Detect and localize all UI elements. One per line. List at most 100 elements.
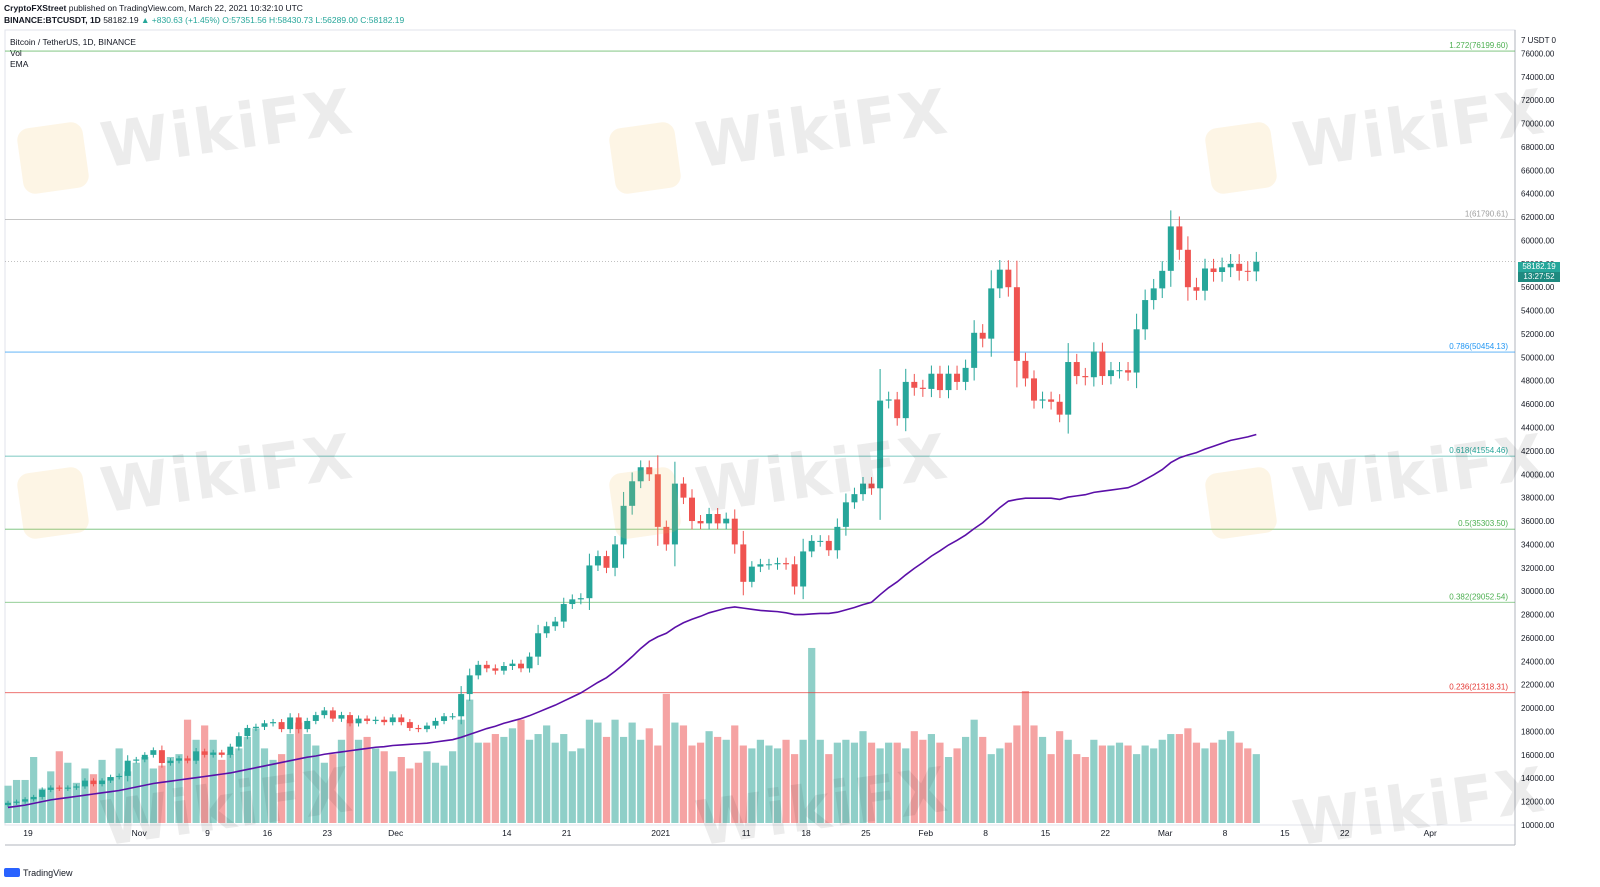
candle-body [39, 789, 46, 797]
volume-bar [867, 742, 876, 823]
volume-bar [1098, 745, 1106, 823]
candle-body [235, 736, 242, 747]
candle-body [1176, 226, 1183, 250]
volume-bar [303, 734, 311, 823]
volume-bar [671, 722, 679, 823]
y-tick-label: 30000.00 [1521, 587, 1555, 596]
volume-bar [1167, 734, 1175, 823]
candle-body [1227, 263, 1234, 268]
candle-body [201, 751, 208, 755]
watermark-logo-icon [607, 120, 683, 196]
legend-title[interactable]: Bitcoin / TetherUS, 1D, BINANCE [10, 37, 136, 47]
volume-bar [166, 757, 175, 823]
volume-bar [560, 734, 568, 823]
y-tick-label: 24000.00 [1521, 657, 1555, 666]
volume-bar [679, 725, 688, 823]
candle-body [936, 373, 943, 391]
volume-bar [1090, 739, 1098, 823]
candle-body [372, 719, 379, 721]
x-tick-label: 21 [562, 828, 572, 838]
author[interactable]: CryptoFXStreet [4, 3, 67, 13]
candle-body [526, 656, 533, 669]
tradingview-logo[interactable]: TradingView [4, 868, 73, 878]
volume-bar [1201, 748, 1209, 823]
candle-body [954, 373, 961, 382]
close: C:58182.19 [360, 15, 405, 25]
candle-body [483, 664, 490, 669]
volume-bar [107, 777, 115, 823]
candle-body [817, 540, 824, 542]
volume-bar [773, 748, 782, 823]
volume-bar [457, 719, 465, 823]
candle-body [765, 564, 772, 566]
volume-bar [1184, 728, 1192, 823]
x-tick-label: Apr [1424, 828, 1437, 838]
y-tick-label: 16000.00 [1521, 751, 1555, 760]
y-tick-label: 60000.00 [1521, 236, 1555, 245]
candle-body [1039, 399, 1046, 401]
fib-label: 0.618(41554.46) [1449, 446, 1508, 455]
fib-label: 0.5(35303.50) [1458, 519, 1508, 528]
candle-body [620, 505, 627, 545]
candle-body [877, 400, 884, 489]
legend-ema[interactable]: EMA [10, 59, 29, 69]
change: ▲ +830.63 (+1.45%) [141, 15, 220, 25]
candle-body [646, 467, 653, 475]
volume-bar [218, 759, 226, 823]
y-tick-label: 70000.00 [1521, 120, 1555, 129]
ema-line [7, 433, 1257, 809]
candle-body [663, 526, 670, 545]
volume-bar [1021, 691, 1030, 823]
watermark-logo-icon [15, 465, 91, 541]
candle-body [868, 483, 875, 489]
candle-body [1210, 268, 1217, 273]
volume-bar [252, 728, 260, 823]
candle-body [64, 787, 71, 789]
candle-body [569, 599, 576, 605]
candle-body [270, 722, 277, 724]
volume-bar [979, 736, 987, 823]
y-tick-label: 74000.00 [1521, 73, 1555, 82]
candle-body [90, 780, 97, 785]
volume-bar [970, 719, 978, 823]
candle-body [902, 381, 909, 419]
countdown-label: 13:27:52 [1518, 272, 1560, 282]
high: H:58430.73 [269, 15, 313, 25]
candle-body [928, 373, 935, 389]
y-tick-label: 64000.00 [1521, 190, 1555, 199]
candle-body [748, 566, 755, 582]
candle-body [543, 626, 550, 634]
candle-body [637, 467, 644, 482]
volume-bar [859, 731, 867, 823]
candle-body [1005, 269, 1012, 288]
candle-body [671, 483, 678, 545]
y-tick-label: 50000.00 [1521, 353, 1555, 362]
volume-bar [337, 739, 346, 823]
volume-bar [833, 742, 841, 823]
volume-bar [312, 745, 320, 823]
volume-bar [927, 734, 935, 823]
axis-unit-label[interactable]: 7 USDT 0 [1521, 36, 1556, 45]
y-tick-label: 26000.00 [1521, 634, 1555, 643]
volume-bar [594, 722, 602, 823]
legend-vol[interactable]: Vol [10, 48, 22, 58]
y-tick-label: 48000.00 [1521, 377, 1555, 386]
candle-body [1013, 287, 1020, 361]
candle-body [577, 598, 584, 600]
candle-body [261, 723, 268, 727]
candle-body [791, 564, 798, 587]
volume-bar [295, 722, 303, 823]
candle-body [629, 481, 636, 506]
candle-body [287, 717, 294, 730]
watermark-logo-icon [15, 120, 91, 196]
volume-bar [491, 734, 499, 823]
tradingview-logo-icon [4, 868, 20, 877]
candle-body [22, 799, 29, 802]
candle-body [689, 497, 695, 522]
candle-body [1184, 249, 1191, 288]
candle-body [1133, 329, 1140, 373]
candle-body [81, 780, 88, 787]
y-tick-label: 54000.00 [1521, 307, 1555, 316]
y-tick-label: 34000.00 [1521, 540, 1555, 549]
